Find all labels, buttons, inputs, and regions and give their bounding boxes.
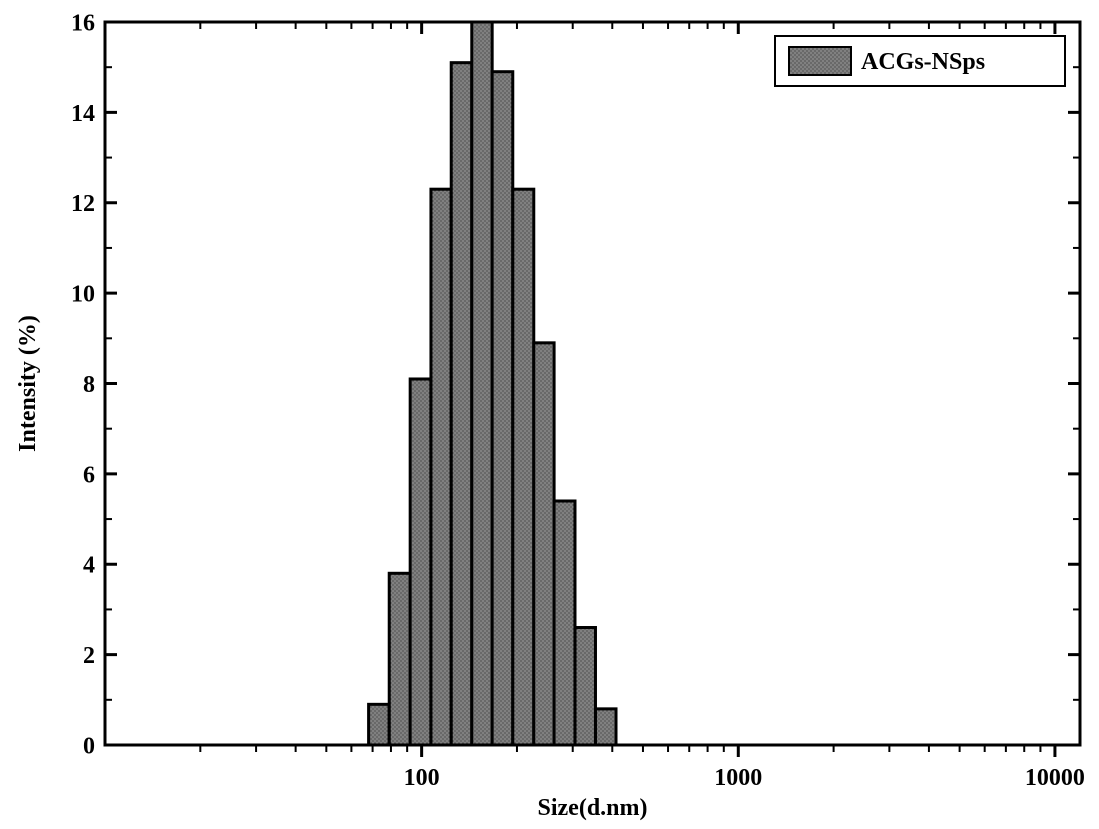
legend-swatch [789, 47, 851, 75]
histogram-bar [431, 189, 451, 745]
histogram-bar [472, 22, 492, 745]
y-tick-label: 10 [71, 282, 95, 308]
histogram-bar [492, 72, 513, 745]
y-tick-label: 4 [83, 553, 95, 579]
histogram-chart: 100 1000 10000 0 2 4 6 8 10 12 14 16 Size(d.nm) Inten… [0, 0, 1099, 829]
y-tick-label: 16 [71, 10, 95, 36]
y-tick-label: 14 [71, 101, 95, 127]
x-tick-label: 10000 [1025, 765, 1085, 791]
y-tick-label: 6 [83, 462, 95, 488]
x-axis-label: Size(d.nm) [538, 795, 648, 821]
histogram-bar [451, 63, 472, 745]
histogram-bar [595, 709, 616, 745]
histogram-bar [369, 704, 390, 745]
legend-label: ACGs-NSps [861, 49, 985, 75]
chart-container: 100 1000 10000 0 2 4 6 8 10 12 14 16 Size(d.nm) Inten… [0, 0, 1099, 829]
histogram-bar [534, 343, 554, 745]
x-tick-label: 100 [404, 765, 440, 791]
histogram-bar [575, 628, 595, 745]
y-tick-label: 0 [83, 733, 95, 759]
histogram-bar [389, 573, 410, 745]
x-tick-label: 1000 [714, 765, 762, 791]
histogram-bar [554, 501, 575, 745]
y-tick-label: 2 [83, 643, 95, 669]
y-tick-label: 8 [83, 372, 95, 398]
y-tick-label: 12 [71, 191, 95, 217]
histogram-bar [513, 189, 534, 745]
histogram-bar [410, 379, 431, 745]
y-axis-label: Intensity (%) [15, 315, 41, 452]
